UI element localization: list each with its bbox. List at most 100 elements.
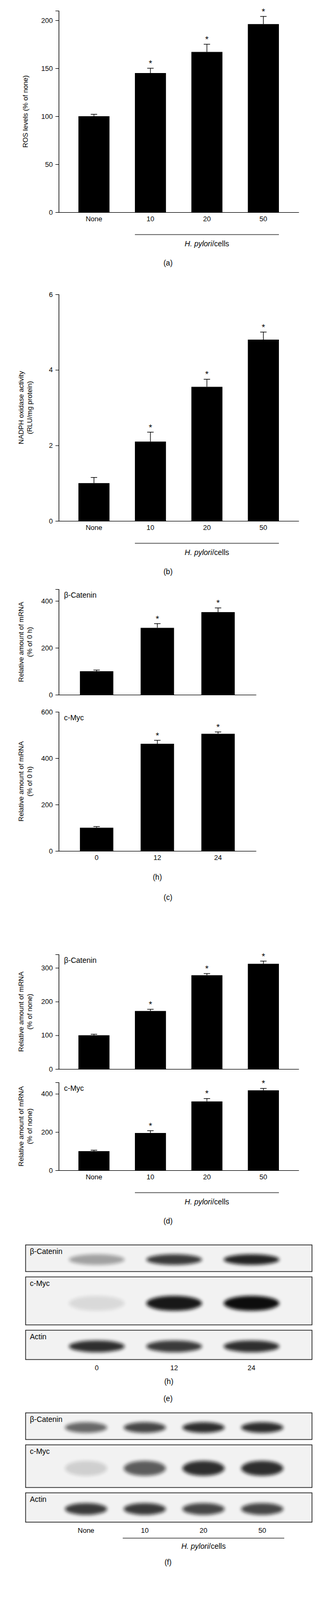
bar: [78, 1151, 110, 1171]
blot-band: [146, 1296, 202, 1312]
y-tick: 0: [49, 1166, 59, 1175]
y-axis-title: Relative amount of mRNA: [17, 1086, 26, 1167]
y-tick: 400: [41, 597, 59, 606]
y-tick: 6: [49, 290, 59, 299]
bar: [191, 387, 223, 522]
x-axis: 01224: [59, 851, 257, 862]
panel: **020040060001224Relative amount of mRNA…: [17, 708, 257, 902]
lane-label: 0: [94, 1364, 99, 1373]
bar: [134, 1133, 166, 1171]
y-axis: 0200400: [41, 1083, 59, 1175]
x-tick-label: 10: [146, 214, 155, 223]
blot-band: [223, 1254, 279, 1266]
lane-label: 12: [170, 1364, 178, 1373]
y-tick-label: 600: [41, 708, 53, 717]
y-tick: 4: [49, 365, 59, 374]
y-tick-mark: [55, 164, 59, 165]
bar: [134, 1011, 166, 1070]
y-tick: 100: [41, 1031, 59, 1040]
axis-line: [59, 521, 300, 522]
y-tick: 0: [49, 1065, 59, 1074]
lane-label: 20: [199, 1526, 207, 1535]
error-cap: [90, 114, 98, 115]
axis-line: [55, 11, 60, 213]
y-tick: 200: [41, 1128, 59, 1137]
error-bar: [214, 608, 222, 613]
blot-band: [241, 1461, 284, 1477]
group-label: H. pylori/cells: [184, 239, 229, 248]
blot-row-label: c-Myc: [29, 1279, 50, 1288]
blot-row: β-Catenin: [25, 1413, 312, 1440]
y-tick-mark: [55, 851, 59, 852]
error-whisker: [149, 1131, 151, 1134]
axis-line: [55, 1083, 60, 1172]
plot-area: [80, 732, 235, 852]
x-tick: 10: [146, 212, 155, 223]
y-tick: 100: [41, 112, 59, 121]
x-tick: 50: [259, 521, 268, 532]
x-tick: 20: [203, 521, 211, 532]
significance: *: [261, 7, 266, 17]
y-axis: 050100150200: [41, 11, 59, 217]
y-tick-mark: [55, 370, 59, 371]
y-axis-title: (% of none): [25, 994, 34, 1030]
panel: ***050100150200None102050ROS levels (% o…: [21, 7, 300, 268]
bar: [191, 51, 223, 213]
y-tick-mark: [55, 68, 59, 69]
y-tick-label: 6: [49, 290, 53, 299]
x-axis: None102050: [59, 1170, 300, 1182]
x-tick: 10: [146, 521, 155, 532]
axis-line: [55, 294, 60, 522]
group-label: H. pylori/cells: [181, 1542, 226, 1551]
panel: **0200400Relative amount of mRNA(% of 0 …: [17, 589, 257, 700]
figure: ***050100150200None102050ROS levels (% o…: [0, 0, 320, 1600]
significance: *: [148, 1000, 152, 1010]
error-bar: [90, 114, 98, 117]
x-tick: 24: [214, 851, 222, 862]
y-axis-title: Relative amount of mRNA: [17, 741, 26, 822]
panel: β-Cateninc-MycActinNone102050H. pylori/c…: [25, 1413, 312, 1567]
x-axis: [59, 1069, 300, 1071]
x-axis: None102050: [59, 212, 300, 223]
error-cap: [93, 669, 100, 671]
y-tick-mark: [55, 968, 59, 969]
axis-line: [55, 712, 60, 852]
error-bar: [260, 332, 267, 340]
y-tick-label: 400: [41, 754, 53, 763]
group-bracket: [122, 1538, 285, 1539]
x-axis: None102050: [59, 521, 300, 532]
y-tick-label: 300: [41, 964, 53, 973]
blot-frame: [25, 1330, 312, 1360]
blot-frame: [25, 1277, 312, 1326]
error-bar: [147, 68, 154, 74]
y-tick-label: 200: [41, 1128, 53, 1137]
panel: ***0200400None102050Relative amount of m…: [17, 1079, 300, 1226]
y-tick-label: 0: [49, 847, 53, 856]
y-tick: 50: [45, 160, 59, 169]
blot-frame: [25, 1413, 312, 1440]
group-label: H. pylori/cells: [184, 1197, 229, 1207]
lane-label: 24: [247, 1364, 255, 1373]
x-tick-label: 20: [203, 214, 211, 223]
error-bar: [90, 1150, 98, 1152]
y-tick: 200: [41, 997, 59, 1006]
bar: [248, 339, 279, 522]
x-tick: 20: [203, 1170, 211, 1182]
y-tick-mark: [55, 212, 59, 213]
y-axis-title: Relative amount of mRNA: [17, 971, 26, 1053]
blot-band: [123, 1461, 166, 1477]
panel-label: (e): [163, 1394, 173, 1404]
blot-row-label: β-Catenin: [29, 1247, 63, 1256]
error-bar: [147, 432, 154, 443]
error-cap: [93, 826, 100, 828]
y-tick: 300: [41, 964, 59, 973]
y-tick: 0: [49, 847, 59, 856]
error-whisker: [206, 44, 207, 52]
plot-area: [78, 16, 279, 213]
plot-title: β-Catenin: [64, 590, 97, 600]
blot-band: [65, 1503, 108, 1516]
y-tick-mark: [55, 521, 59, 522]
bar: [134, 441, 166, 522]
significance: *: [148, 1122, 152, 1132]
error-whisker: [262, 961, 264, 965]
